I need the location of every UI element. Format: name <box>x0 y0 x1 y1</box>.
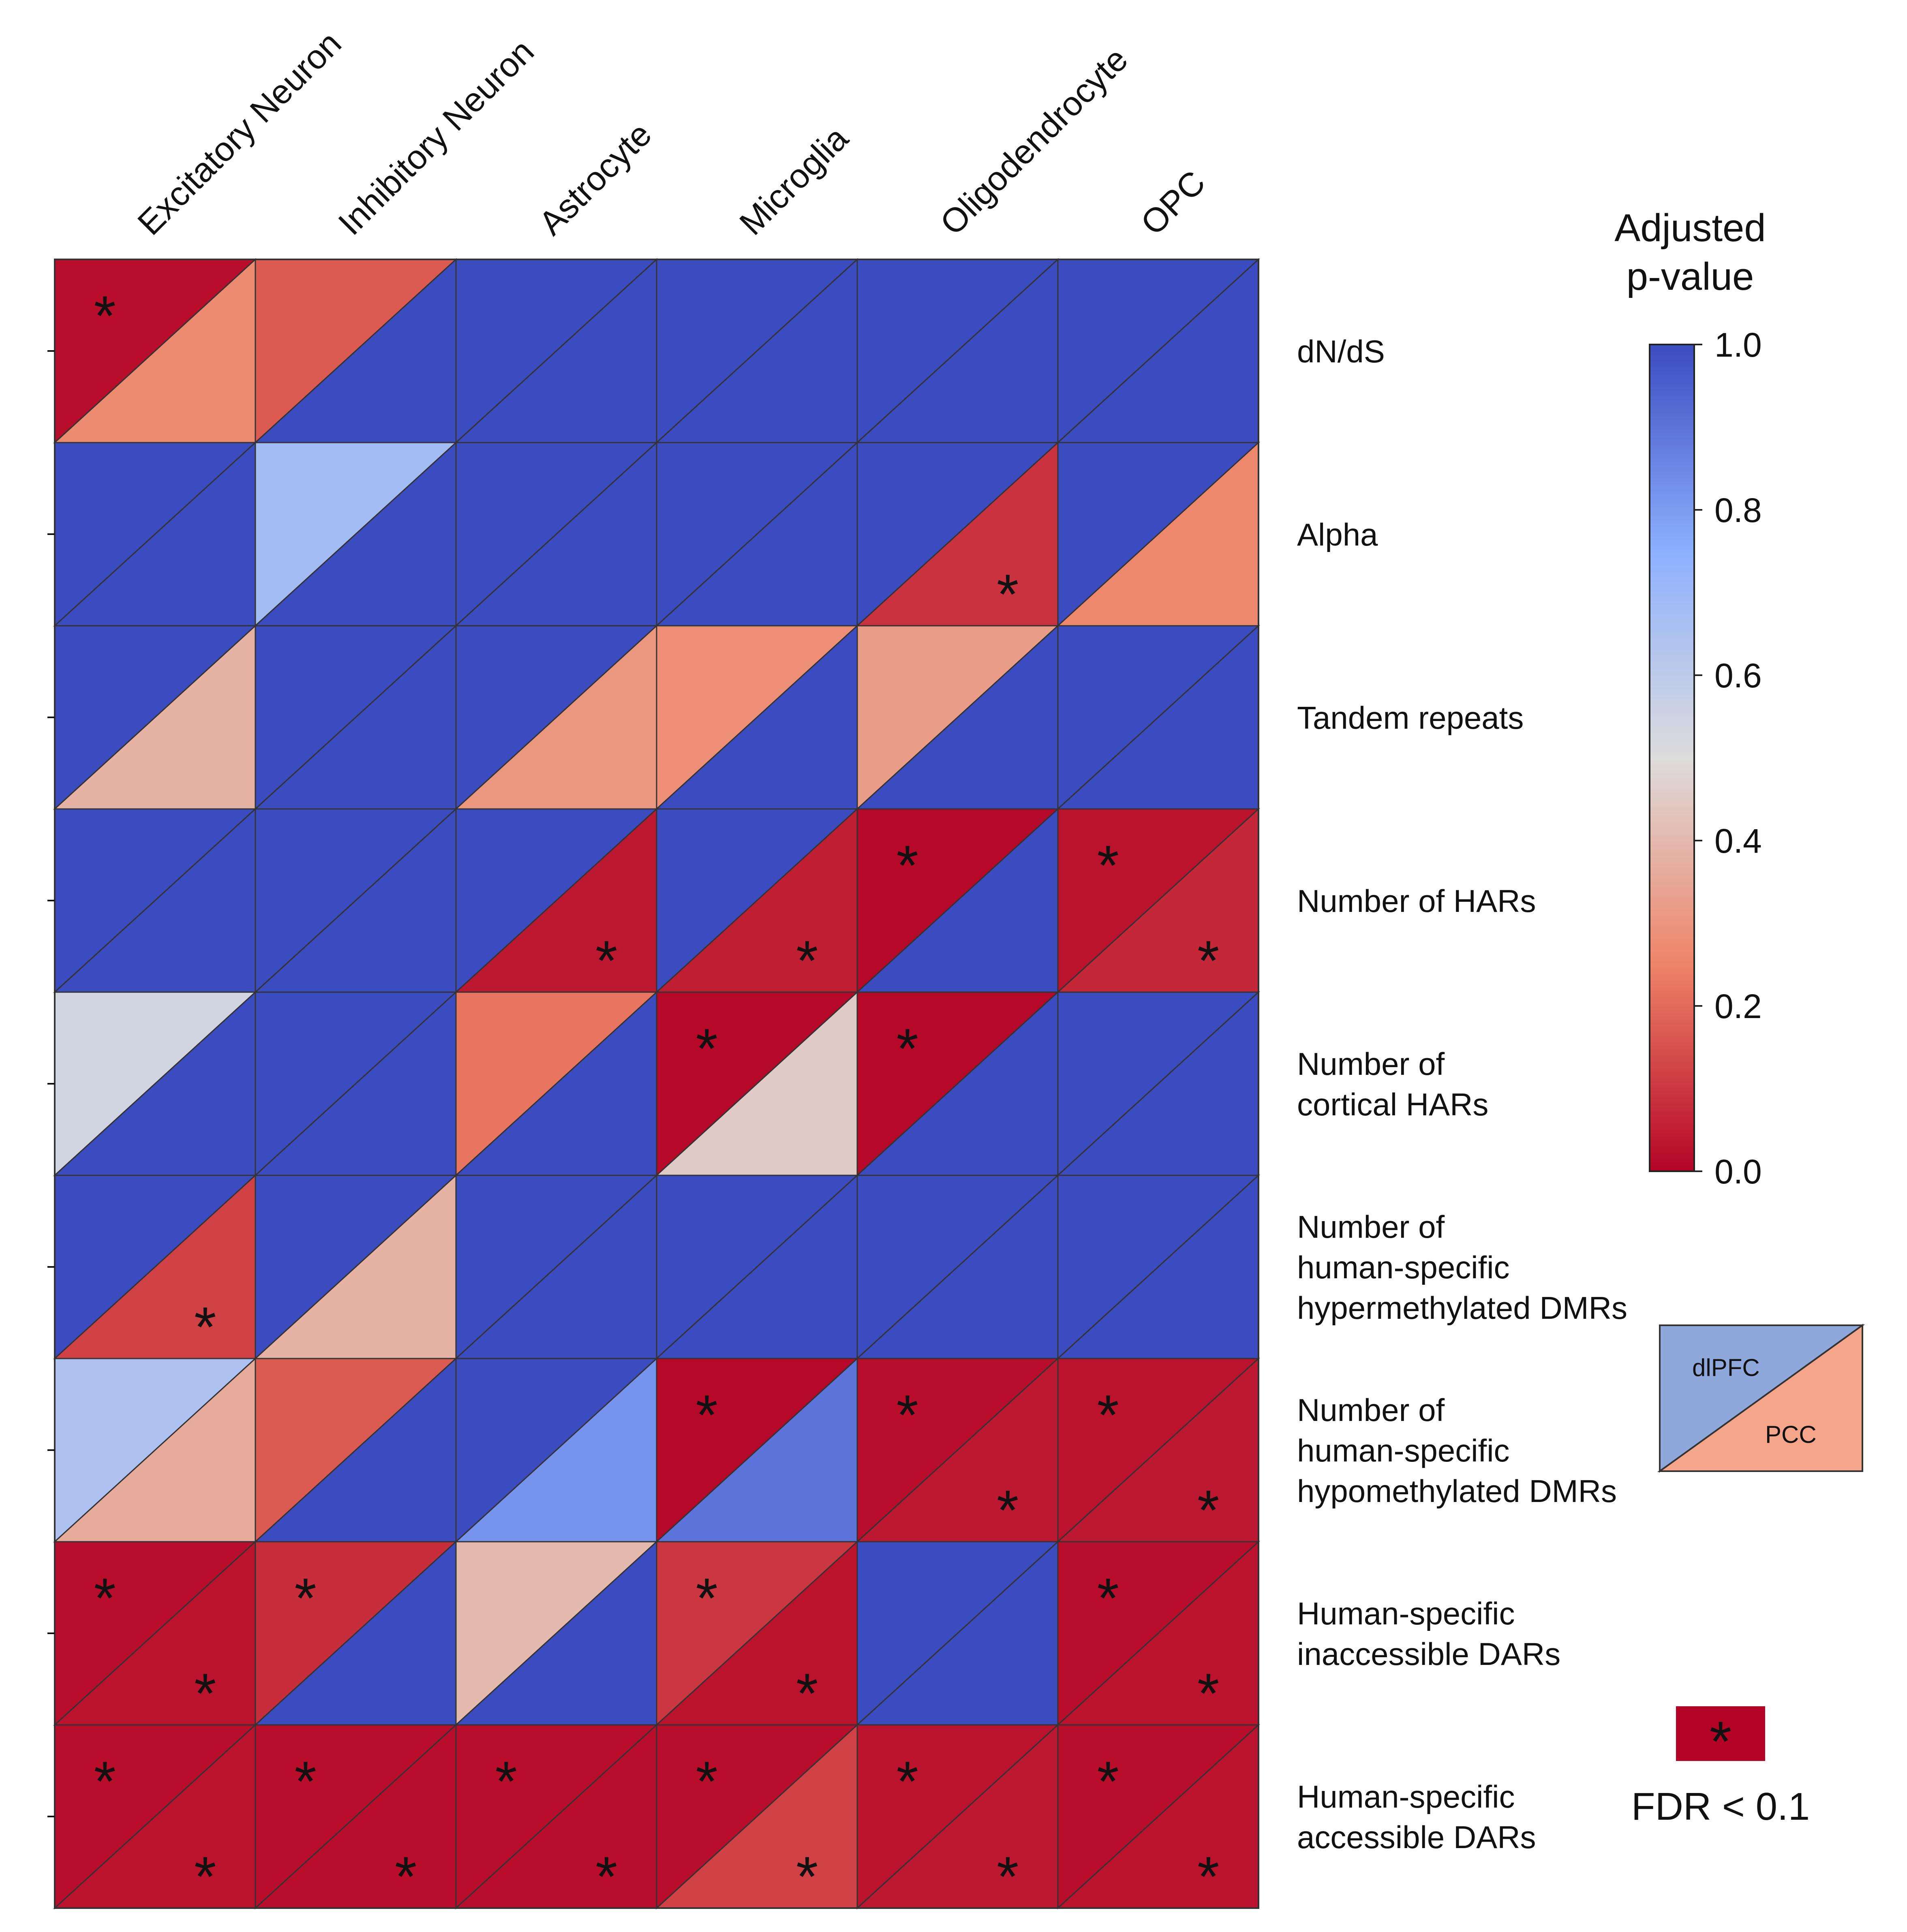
colorbar-tick-label: 1.0 <box>1714 326 1762 364</box>
fdr-label: FDR < 0.1 <box>1631 1785 1810 1828</box>
legend-lower-label: PCC <box>1765 1421 1817 1448</box>
significance-star: * <box>696 1566 718 1630</box>
fdr-star: * <box>1710 1709 1731 1773</box>
colorbar: Adjusted p-value 0.0 0.2 0.4 0.6 0.8 1.0 <box>1614 206 1766 1191</box>
row-label: Number of HARs <box>1297 883 1536 919</box>
significance-star: * <box>194 1662 216 1725</box>
significance-star: * <box>897 834 918 897</box>
row-label: Human-specific <box>1297 1596 1515 1631</box>
significance-star: * <box>1197 929 1219 993</box>
significance-star: * <box>1097 1750 1119 1813</box>
colorbar-tick-label: 0.2 <box>1714 987 1762 1025</box>
significance-star: * <box>897 1017 918 1080</box>
legend-lower-triangle <box>1657 1324 1863 1472</box>
row-label: Number of <box>1297 1392 1445 1428</box>
significance-star: * <box>94 284 116 348</box>
significance-star: * <box>796 1662 818 1725</box>
row-labels: dN/dS Alpha Tandem repeats Number of HARs Nu… <box>1297 334 1627 1855</box>
colorbar-tick-label: 0.6 <box>1714 657 1762 695</box>
row-label: dN/dS <box>1297 334 1385 369</box>
legend-upper-label: dlPFC <box>1692 1354 1760 1381</box>
significance-star: * <box>194 1295 216 1359</box>
significance-star: * <box>595 1845 617 1908</box>
significance-star: * <box>1097 834 1119 897</box>
heatmap-cells: * * * * * * * * * * * * * * * * * * * * * * * * * * * * * * * * * * <box>47 258 1260 1910</box>
significance-star: * <box>1197 1845 1219 1908</box>
significance-star: * <box>696 1017 718 1080</box>
row-label: inaccessible DARs <box>1297 1636 1560 1672</box>
column-label: Inhibitory Neuron <box>331 32 541 242</box>
significance-star: * <box>1097 1566 1119 1630</box>
significance-star: * <box>395 1845 417 1908</box>
row-label: human-specific <box>1297 1433 1510 1468</box>
row-label: human-specific <box>1297 1249 1510 1285</box>
colorbar-tick-label: 0.0 <box>1714 1153 1762 1191</box>
significance-star: * <box>94 1566 116 1630</box>
significance-star: * <box>696 1383 718 1447</box>
significance-star: * <box>796 929 818 993</box>
row-label: Number of <box>1297 1209 1445 1245</box>
fdr-swatch <box>1676 1706 1765 1761</box>
colorbar-tick-label: 0.4 <box>1714 822 1762 860</box>
row-label: Alpha <box>1297 517 1378 552</box>
fdr-legend: * FDR < 0.1 <box>1631 1706 1810 1828</box>
significance-star: * <box>94 1750 116 1813</box>
row-label: hypermethylated DMRs <box>1297 1290 1627 1326</box>
significance-star: * <box>1197 1478 1219 1542</box>
significance-star: * <box>1097 1383 1119 1447</box>
row-label: Tandem repeats <box>1297 700 1524 736</box>
row-label: hypomethylated DMRs <box>1297 1473 1617 1509</box>
column-label: Astrocyte <box>531 115 659 242</box>
significance-star: * <box>595 929 617 993</box>
significance-star: * <box>897 1383 918 1447</box>
significance-star: * <box>1197 1662 1219 1725</box>
significance-star: * <box>997 1478 1019 1542</box>
row-label: Number of <box>1297 1046 1445 1082</box>
row-label: cortical HARs <box>1297 1087 1488 1122</box>
colorbar-title: p-value <box>1627 255 1754 298</box>
significance-star: * <box>295 1750 317 1813</box>
column-label: Microglia <box>732 119 855 242</box>
significance-star: * <box>295 1566 317 1630</box>
dlpfc-pcc-legend: dlPFC PCC <box>1657 1324 1865 1473</box>
significance-star: * <box>796 1845 818 1908</box>
column-label: Excitatory Neuron <box>130 24 349 242</box>
significance-star: * <box>194 1845 216 1908</box>
row-label: accessible DARs <box>1297 1819 1536 1855</box>
colorbar-tick-label: 0.8 <box>1714 491 1762 529</box>
significance-star: * <box>495 1750 517 1813</box>
significance-star: * <box>997 563 1019 626</box>
colorbar-bar <box>1649 344 1695 1172</box>
row-label: Human-specific <box>1297 1779 1515 1814</box>
significance-star: * <box>897 1750 918 1813</box>
significance-star: * <box>997 1845 1019 1908</box>
column-label: Oligodendrocyte <box>933 40 1135 242</box>
colorbar-title: Adjusted <box>1614 206 1766 250</box>
significance-star: * <box>696 1750 718 1813</box>
column-label: OPC <box>1133 163 1212 242</box>
